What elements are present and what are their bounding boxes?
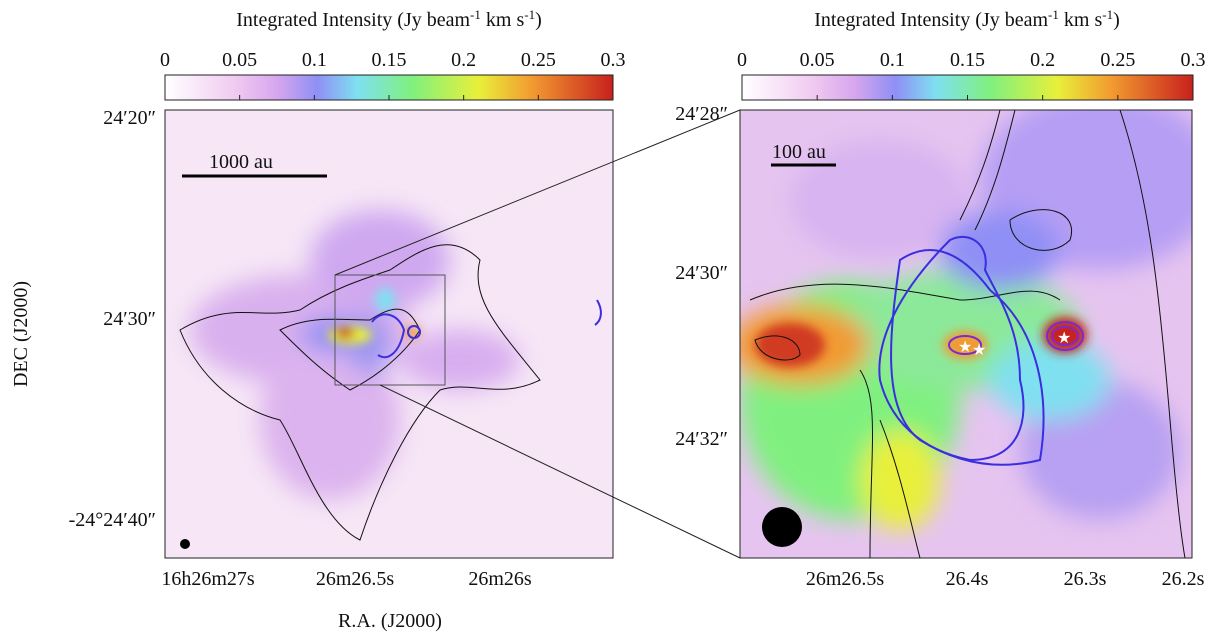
colorbar-tick-label: 0.3 — [601, 49, 626, 71]
colorbar-tick-label: 0.2 — [1030, 49, 1055, 71]
star-marker: ★ — [972, 342, 986, 359]
colorbar-title: Integrated Intensity (Jy beam-1 km s-1) — [814, 7, 1120, 31]
x-tick-label: 26.2s — [1162, 568, 1205, 590]
x-tick-label: 26m26.5s — [316, 568, 395, 590]
colorbar-tick-label: 0 — [160, 49, 170, 71]
title-part: ) — [1113, 9, 1120, 31]
colorbar-tick-label: 0.05 — [800, 49, 835, 71]
colorbar-tick-label: 0.15 — [950, 49, 985, 71]
colorbar-tick-label: 0.3 — [1181, 49, 1206, 71]
x-tick-label: 26.3s — [1064, 568, 1107, 590]
title-part: Integrated Intensity (Jy beam — [814, 9, 1048, 31]
y-tick-label: 24′30″ — [675, 262, 728, 284]
title-part: ) — [535, 9, 542, 31]
star-marker: ★ — [958, 339, 972, 356]
y-tick-label: 24′20″ — [103, 107, 156, 129]
colorbar-title: Integrated Intensity (Jy beam-1 km s-1) — [236, 7, 542, 31]
colorbar-tick-label: 0 — [737, 49, 747, 71]
superscript: -1 — [470, 7, 481, 22]
y-axis-title: DEC (J2000) — [10, 281, 32, 387]
x-tick-label: 16h26m27s — [161, 568, 255, 590]
title-part: km s — [1059, 9, 1103, 31]
colorbar-tick-label: 0.05 — [222, 49, 257, 71]
superscript: -1 — [1048, 7, 1059, 22]
colorbar-tick-label: 0.1 — [880, 49, 905, 71]
x-tick-label: 26m26s — [468, 568, 532, 590]
colorbar-tick-label: 0.2 — [451, 49, 476, 71]
title-part: Integrated Intensity (Jy beam — [236, 9, 470, 31]
colorbar-tick-label: 0.25 — [1100, 49, 1135, 71]
y-tick-label: -24°24′40″ — [69, 509, 156, 531]
left-image — [165, 110, 613, 558]
y-tick-label: 24′28″ — [675, 103, 728, 125]
colorbar-tick-label: 0.25 — [521, 49, 556, 71]
x-axis-title: R.A. (J2000) — [338, 610, 442, 632]
colorbar-tick-label: 0.15 — [372, 49, 407, 71]
scale-bar-label: 1000 au — [209, 151, 273, 173]
x-tick-label: 26.4s — [946, 568, 989, 590]
superscript: -1 — [524, 7, 535, 22]
y-tick-label: 24′30″ — [103, 308, 156, 330]
superscript: -1 — [1102, 7, 1113, 22]
scale-bar-label: 100 au — [772, 141, 826, 163]
star-marker: ★ — [1057, 330, 1071, 347]
x-tick-label: 26m26.5s — [806, 568, 885, 590]
right-image: ★ ★ ★ — [740, 110, 1192, 558]
colorbar-tick-label: 0.1 — [302, 49, 327, 71]
y-tick-label: 24′32″ — [675, 428, 728, 450]
title-part: km s — [481, 9, 525, 31]
